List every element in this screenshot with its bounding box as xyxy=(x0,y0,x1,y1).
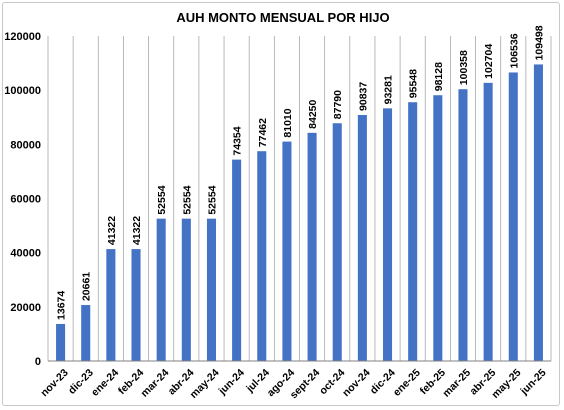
x-tick-label: mar-25 xyxy=(440,367,473,400)
data-label: 100358 xyxy=(458,50,470,85)
data-label: 13674 xyxy=(56,291,68,320)
bar xyxy=(106,249,116,361)
bar xyxy=(131,249,141,361)
y-tick-label: 20000 xyxy=(10,302,41,314)
x-axis-ticks: nov-23dic-23ene-24feb-24mar-24abr-24may-… xyxy=(38,367,548,402)
x-tick-label: nov-24 xyxy=(340,367,373,400)
y-tick-label: 80000 xyxy=(10,139,41,151)
bar xyxy=(282,141,292,361)
x-tick-label: ene-25 xyxy=(391,367,423,399)
bar xyxy=(206,218,217,361)
x-tick-label: jun-25 xyxy=(518,367,549,398)
bar xyxy=(483,82,493,362)
bar xyxy=(433,95,443,361)
y-axis-ticks: 0 20000 40000 60000 80000 100000 120000 xyxy=(4,31,41,368)
bar xyxy=(408,102,418,361)
y-tick-label: 100000 xyxy=(4,85,41,97)
data-label: 52554 xyxy=(206,185,218,214)
data-label: 81010 xyxy=(282,108,294,137)
bar xyxy=(307,132,317,361)
x-tick-label: nov-23 xyxy=(38,367,71,400)
bar xyxy=(533,64,543,361)
y-tick-label: 60000 xyxy=(10,194,41,206)
x-tick-label: jun-24 xyxy=(216,367,247,398)
bar xyxy=(81,305,91,361)
data-label: 87790 xyxy=(332,90,344,119)
bar xyxy=(508,72,518,361)
bar xyxy=(56,323,66,361)
x-tick-label: ene-24 xyxy=(89,367,121,399)
y-tick-label: 40000 xyxy=(10,248,41,260)
data-label: 41322 xyxy=(106,216,118,245)
bar xyxy=(458,89,468,361)
data-label: 109498 xyxy=(533,25,545,60)
data-label: 52554 xyxy=(156,185,168,214)
data-label: 77462 xyxy=(257,118,269,147)
data-labels: 13674 20661 41322 41322 52554 52554 52554 74354… xyxy=(56,25,546,320)
bar xyxy=(332,123,342,362)
data-label: 52554 xyxy=(181,185,193,214)
data-label: 98128 xyxy=(433,62,445,91)
data-label: 95548 xyxy=(408,69,420,98)
data-label: 102704 xyxy=(483,44,495,79)
data-label: 20661 xyxy=(81,272,93,301)
data-label: 41322 xyxy=(131,216,143,245)
data-label: 74354 xyxy=(232,126,244,155)
bar xyxy=(181,218,191,361)
bar xyxy=(156,218,166,361)
bars xyxy=(56,64,543,362)
data-label: 106536 xyxy=(508,33,520,68)
bar xyxy=(382,108,393,362)
gridlines xyxy=(47,36,552,361)
x-tick-label: mar-24 xyxy=(139,367,172,400)
data-label: 84250 xyxy=(307,99,319,128)
y-tick-label: 120000 xyxy=(4,31,41,43)
bar xyxy=(357,114,367,361)
data-label: 93281 xyxy=(383,75,395,104)
y-tick-label: 0 xyxy=(35,356,41,368)
bar xyxy=(257,151,267,361)
bar xyxy=(232,159,242,361)
data-label: 90837 xyxy=(357,82,369,111)
chart-title: AUH MONTO MENSUAL POR HIJO xyxy=(176,10,389,25)
